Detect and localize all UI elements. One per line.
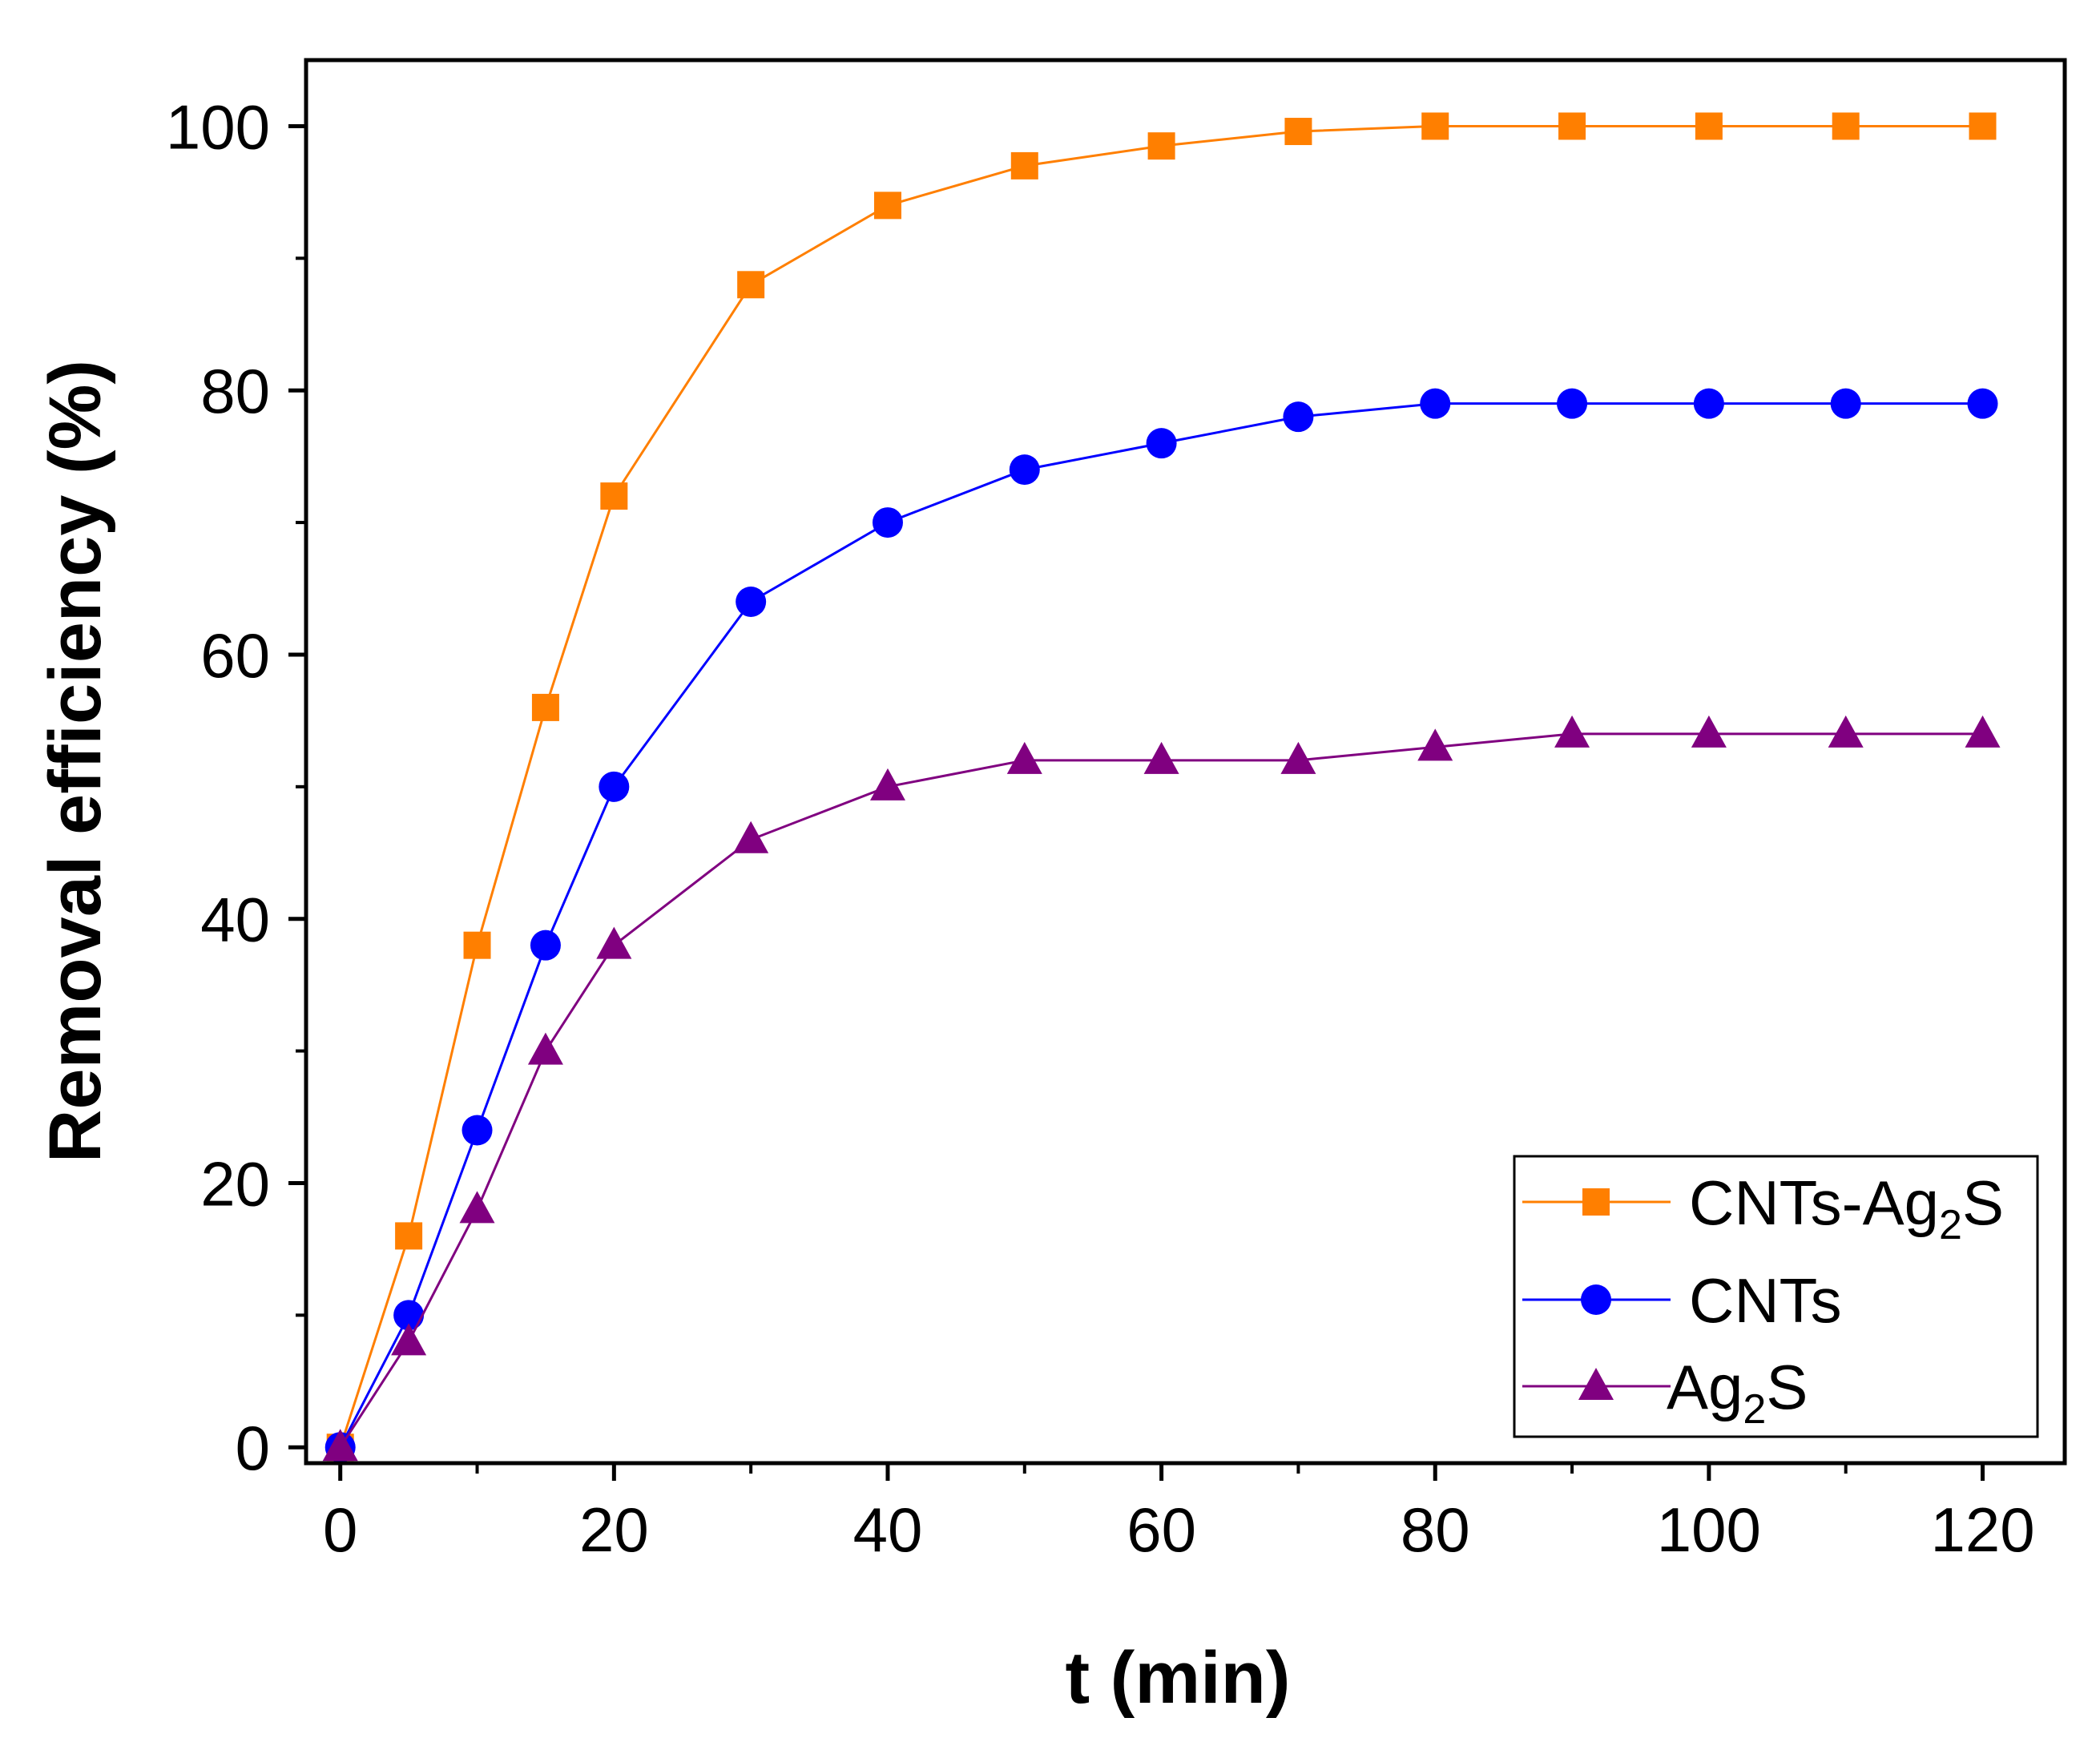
x-tick-label: 20 (579, 1494, 649, 1565)
data-point (1969, 112, 1997, 140)
series-layer (322, 112, 2001, 1463)
data-point (1006, 741, 1042, 774)
y-tick-label: 100 (166, 91, 270, 162)
data-point (1283, 401, 1314, 433)
y-tick-label: 60 (200, 620, 270, 691)
legend-label-subscript: 2 (1743, 1386, 1766, 1433)
data-point (1280, 741, 1316, 774)
data-point (322, 1429, 358, 1462)
plot-frame (304, 58, 2067, 1466)
legend-marker (1582, 1188, 1610, 1216)
x-tick-label: 0 (323, 1494, 357, 1565)
data-point (869, 768, 905, 800)
data-point (1830, 388, 1861, 419)
data-point (737, 271, 765, 299)
data-point (530, 929, 561, 961)
series-circle (324, 388, 1998, 1463)
x-tick-label: 120 (1930, 1494, 2034, 1565)
data-point (463, 931, 491, 959)
data-point (600, 482, 628, 510)
series-triangle (322, 715, 2001, 1462)
data-point (1554, 715, 1590, 748)
data-point (1417, 728, 1453, 761)
legend-label-subscript: 2 (1939, 1202, 1962, 1248)
axis-layer: 0 20 40 60 80 100 120 0 20 40 60 80 100 (166, 91, 2035, 1565)
data-point (393, 1300, 425, 1331)
y-tick-label: 0 (236, 1413, 270, 1483)
data-point (872, 507, 903, 538)
data-point (462, 1115, 493, 1146)
x-tick-label: 60 (1127, 1494, 1196, 1565)
legend-marker (1578, 1368, 1614, 1400)
data-point (395, 1222, 423, 1250)
series-square (326, 112, 1997, 1462)
legend-label-main: CNTs-Ag (1689, 1167, 1939, 1238)
data-point (1421, 112, 1449, 140)
data-point (1143, 741, 1179, 774)
legend-label-main: CNTs (1689, 1265, 1842, 1336)
data-point (1557, 388, 1588, 419)
data-point (1967, 388, 1998, 419)
data-point (1691, 715, 1727, 748)
y-tick-label: 20 (200, 1148, 270, 1219)
data-point (1147, 132, 1175, 160)
data-point (1010, 151, 1038, 179)
legend-label: CNTs (1689, 1265, 1842, 1336)
y-axis-title: Removal efficiency (%) (34, 360, 116, 1163)
data-point (873, 192, 901, 220)
x-tick-label: 40 (853, 1494, 923, 1565)
legend-label-tail: S (1766, 1352, 1808, 1422)
data-point (733, 821, 769, 853)
data-point (1695, 112, 1723, 140)
data-point (736, 586, 767, 617)
data-point (1693, 388, 1724, 419)
legend-label: Ag2S (1667, 1352, 1808, 1433)
y-tick-label: 80 (200, 356, 270, 426)
data-point (527, 1032, 563, 1065)
data-point (459, 1191, 495, 1224)
x-tick-label: 80 (1401, 1494, 1470, 1565)
data-point (531, 693, 559, 721)
legend-label: CNTs-Ag2S (1689, 1167, 2004, 1248)
data-point (1558, 112, 1586, 140)
legend-marker (1581, 1284, 1611, 1315)
data-point (596, 926, 632, 959)
data-point (1146, 428, 1177, 459)
legend-label-tail: S (1962, 1167, 2004, 1238)
x-axis-title: t (min) (1065, 1637, 1290, 1719)
y-tick-label: 40 (200, 885, 270, 955)
data-point (391, 1323, 427, 1356)
data-point (1828, 715, 1864, 748)
data-point (1420, 388, 1451, 419)
data-point (1832, 112, 1860, 140)
data-point (1965, 715, 2001, 748)
data-point (599, 771, 630, 802)
data-point (1009, 454, 1040, 486)
legend-label-main: Ag (1667, 1352, 1743, 1422)
data-point (1284, 118, 1312, 146)
x-tick-label: 100 (1657, 1494, 1761, 1565)
